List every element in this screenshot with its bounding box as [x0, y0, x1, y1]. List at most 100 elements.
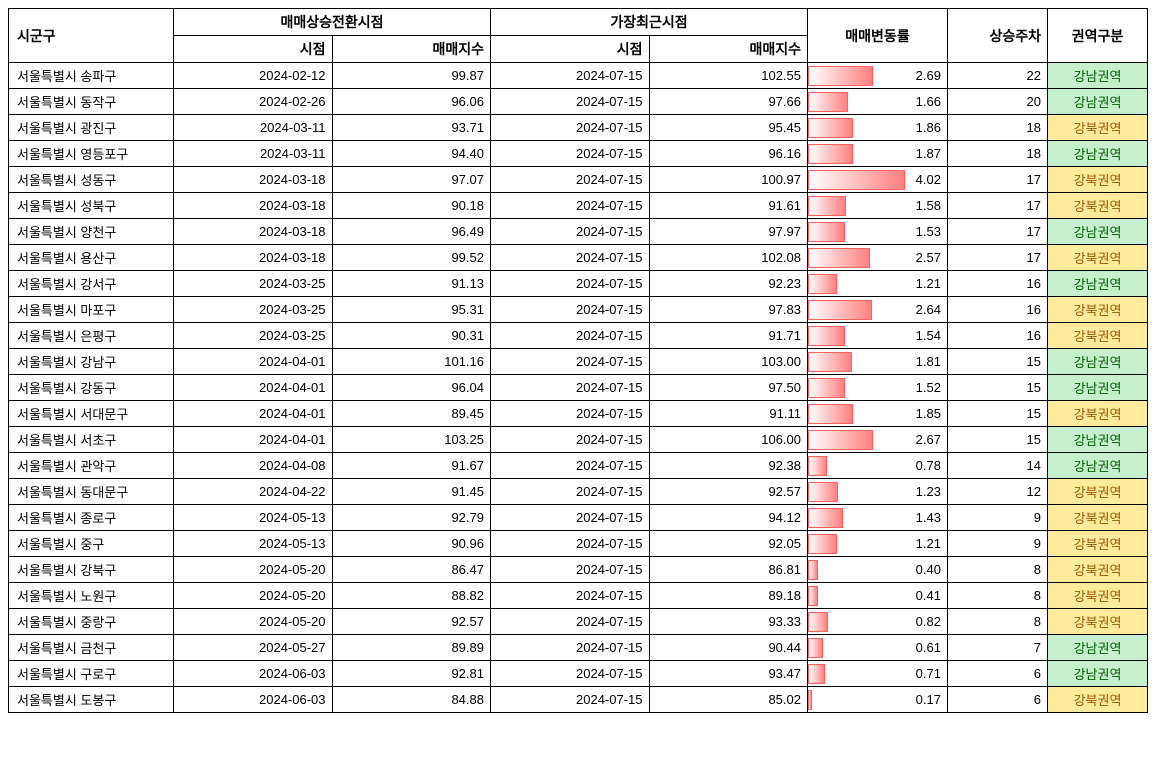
cell-turning-date: 2024-03-18 — [174, 167, 333, 193]
cell-change: 1.21 — [808, 531, 948, 557]
table-row: 서울특별시 중구2024-05-1390.962024-07-1592.051.… — [9, 531, 1148, 557]
change-bar — [808, 326, 845, 346]
cell-turning-index: 96.04 — [332, 375, 491, 401]
change-value: 0.17 — [905, 692, 947, 707]
table-row: 서울특별시 금천구2024-05-2789.892024-07-1590.440… — [9, 635, 1148, 661]
cell-sigungu: 서울특별시 강동구 — [9, 375, 174, 401]
cell-region: 강북권역 — [1048, 479, 1148, 505]
change-value: 0.41 — [905, 588, 947, 603]
cell-turning-index: 92.57 — [332, 609, 491, 635]
table-row: 서울특별시 구로구2024-06-0392.812024-07-1593.470… — [9, 661, 1148, 687]
change-value: 0.78 — [905, 458, 947, 473]
cell-turning-index: 95.31 — [332, 297, 491, 323]
table-row: 서울특별시 강북구2024-05-2086.472024-07-1586.810… — [9, 557, 1148, 583]
cell-sigungu: 서울특별시 서초구 — [9, 427, 174, 453]
change-value: 1.21 — [905, 536, 947, 551]
cell-turning-date: 2024-03-25 — [174, 271, 333, 297]
change-bar — [808, 274, 837, 294]
cell-turning-date: 2024-03-11 — [174, 115, 333, 141]
cell-recent-date: 2024-07-15 — [491, 401, 650, 427]
cell-recent-index: 91.71 — [649, 323, 808, 349]
change-value: 0.71 — [905, 666, 947, 681]
cell-sigungu: 서울특별시 강남구 — [9, 349, 174, 375]
cell-recent-date: 2024-07-15 — [491, 557, 650, 583]
data-table: 시군구 매매상승전환시점 가장최근시점 매매변동률 상승주차 권역구분 시점 매… — [8, 8, 1148, 713]
cell-region: 강남권역 — [1048, 141, 1148, 167]
cell-change: 1.86 — [808, 115, 948, 141]
cell-turning-index: 90.96 — [332, 531, 491, 557]
table-row: 서울특별시 강동구2024-04-0196.042024-07-1597.501… — [9, 375, 1148, 401]
change-bar — [808, 508, 843, 528]
cell-change: 2.69 — [808, 63, 948, 89]
table-row: 서울특별시 광진구2024-03-1193.712024-07-1595.451… — [9, 115, 1148, 141]
cell-recent-index: 92.23 — [649, 271, 808, 297]
table-body: 서울특별시 송파구2024-02-1299.872024-07-15102.55… — [9, 63, 1148, 713]
cell-recent-date: 2024-07-15 — [491, 219, 650, 245]
cell-recent-index: 92.57 — [649, 479, 808, 505]
cell-turning-date: 2024-02-12 — [174, 63, 333, 89]
change-bar — [808, 560, 818, 580]
cell-sigungu: 서울특별시 강북구 — [9, 557, 174, 583]
cell-recent-date: 2024-07-15 — [491, 609, 650, 635]
cell-change: 1.81 — [808, 349, 948, 375]
cell-recent-index: 92.38 — [649, 453, 808, 479]
change-bar — [808, 92, 848, 112]
cell-recent-date: 2024-07-15 — [491, 245, 650, 271]
cell-recent-index: 95.45 — [649, 115, 808, 141]
table-row: 서울특별시 동작구2024-02-2696.062024-07-1597.661… — [9, 89, 1148, 115]
cell-region: 강북권역 — [1048, 245, 1148, 271]
cell-recent-index: 96.16 — [649, 141, 808, 167]
change-bar — [808, 66, 873, 86]
cell-change: 1.43 — [808, 505, 948, 531]
cell-weeks: 8 — [948, 583, 1048, 609]
cell-turning-date: 2024-05-27 — [174, 635, 333, 661]
change-bar — [808, 430, 873, 450]
cell-change: 0.40 — [808, 557, 948, 583]
cell-sigungu: 서울특별시 서대문구 — [9, 401, 174, 427]
cell-region: 강북권역 — [1048, 687, 1148, 713]
cell-turning-date: 2024-05-13 — [174, 505, 333, 531]
cell-recent-index: 97.50 — [649, 375, 808, 401]
cell-recent-date: 2024-07-15 — [491, 453, 650, 479]
change-bar — [808, 456, 827, 476]
cell-sigungu: 서울특별시 금천구 — [9, 635, 174, 661]
change-value: 1.54 — [905, 328, 947, 343]
table-row: 서울특별시 성동구2024-03-1897.072024-07-15100.97… — [9, 167, 1148, 193]
cell-weeks: 16 — [948, 323, 1048, 349]
cell-recent-index: 85.02 — [649, 687, 808, 713]
cell-region: 강북권역 — [1048, 531, 1148, 557]
cell-recent-index: 102.55 — [649, 63, 808, 89]
change-bar — [808, 586, 818, 606]
cell-turning-index: 91.67 — [332, 453, 491, 479]
change-value: 1.43 — [905, 510, 947, 525]
cell-weeks: 7 — [948, 635, 1048, 661]
change-bar — [808, 638, 823, 658]
change-value: 0.40 — [905, 562, 947, 577]
table-row: 서울특별시 은평구2024-03-2590.312024-07-1591.711… — [9, 323, 1148, 349]
cell-change: 0.71 — [808, 661, 948, 687]
cell-sigungu: 서울특별시 동작구 — [9, 89, 174, 115]
change-bar — [808, 404, 853, 424]
cell-recent-date: 2024-07-15 — [491, 687, 650, 713]
cell-region: 강북권역 — [1048, 297, 1148, 323]
change-bar — [808, 378, 845, 398]
change-bar — [808, 196, 846, 216]
cell-turning-index: 101.16 — [332, 349, 491, 375]
cell-recent-date: 2024-07-15 — [491, 583, 650, 609]
cell-region: 강남권역 — [1048, 375, 1148, 401]
change-bar — [808, 534, 837, 554]
cell-change: 0.78 — [808, 453, 948, 479]
cell-turning-index: 91.45 — [332, 479, 491, 505]
cell-change: 4.02 — [808, 167, 948, 193]
change-value: 4.02 — [905, 172, 947, 187]
cell-turning-date: 2024-03-18 — [174, 219, 333, 245]
cell-turning-date: 2024-03-25 — [174, 323, 333, 349]
cell-recent-index: 91.61 — [649, 193, 808, 219]
cell-change: 1.85 — [808, 401, 948, 427]
cell-recent-date: 2024-07-15 — [491, 89, 650, 115]
cell-recent-index: 91.11 — [649, 401, 808, 427]
header-weeks: 상승주차 — [948, 9, 1048, 63]
cell-turning-index: 103.25 — [332, 427, 491, 453]
cell-recent-date: 2024-07-15 — [491, 635, 650, 661]
cell-recent-index: 93.33 — [649, 609, 808, 635]
